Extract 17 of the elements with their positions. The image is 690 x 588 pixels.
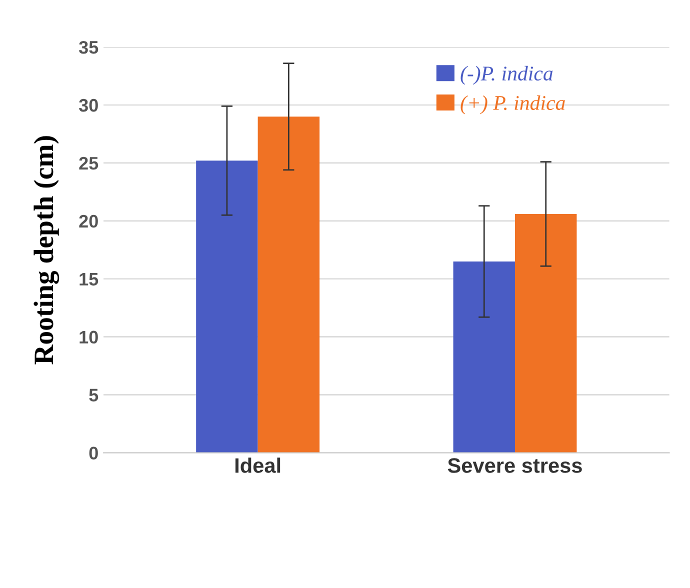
y-tick-label: 20 — [79, 214, 98, 228]
y-tick-label: 30 — [78, 98, 98, 112]
bar — [196, 160, 258, 453]
bar — [514, 214, 577, 453]
y-axis-title: Rooting depth (cm) — [34, 136, 60, 364]
bar — [258, 116, 320, 453]
y-tick-label: 5 — [89, 388, 98, 402]
y-tick-label: 10 — [80, 330, 98, 344]
y-tick-label: 25 — [79, 156, 98, 170]
y-tick-label: 35 — [78, 40, 98, 54]
legend-label: (-)P. indica — [460, 66, 553, 85]
x-tick-label: Severe stress — [448, 458, 582, 473]
y-tick-label: 15 — [80, 273, 98, 286]
y-tick-label: 0 — [89, 446, 98, 460]
legend-label: (+) P. indica — [460, 95, 565, 114]
x-tick-label: Ideal — [235, 458, 280, 473]
bar — [453, 261, 515, 453]
